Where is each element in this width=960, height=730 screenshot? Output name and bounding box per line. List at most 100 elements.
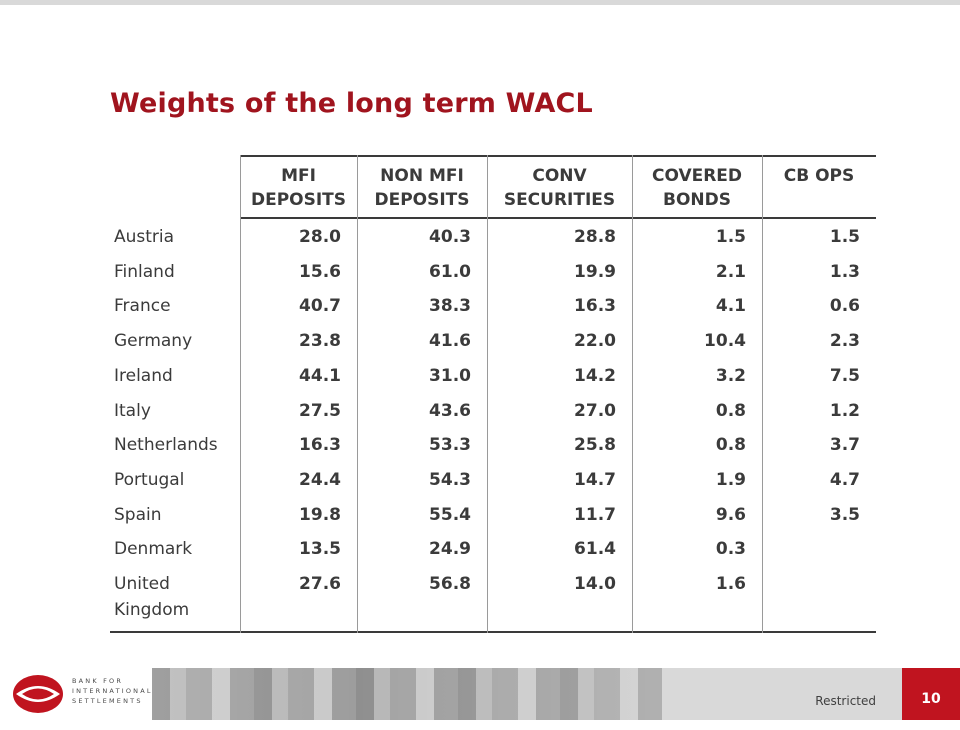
header-line: CONV: [532, 166, 587, 186]
table-row: Portugal 24.4 54.3 14.7 1.9 4.7: [110, 467, 876, 497]
value-cell: 27.5: [299, 400, 341, 421]
value-cell: 2.3: [829, 331, 860, 352]
country-line: Ireland: [114, 365, 173, 386]
value-cell: 56.8: [429, 574, 471, 594]
value-cell: 1.5: [715, 227, 746, 247]
table-row: Austria 28.0 40.3 28.8 1.5 1.5: [110, 224, 876, 254]
header-covered-bonds: COVERED BONDS: [632, 164, 762, 212]
top-bar: [0, 0, 960, 5]
value-cell: 13.5: [299, 539, 341, 560]
logo-line: BANK FOR: [72, 677, 124, 685]
country-line: Italy: [114, 400, 151, 421]
value-cell: 15.6: [299, 261, 341, 282]
value-cell: 9.6: [715, 504, 746, 525]
column-divider: [632, 155, 633, 633]
country-label: Ireland: [114, 363, 173, 389]
country-line: Portugal: [114, 469, 185, 490]
value-cell: 31.0: [429, 365, 471, 386]
value-cell: 28.8: [574, 227, 616, 247]
slide-title: Weights of the long term WACL: [110, 88, 593, 119]
bis-logo-icon: [13, 675, 63, 713]
table-row: Germany 23.8 41.6 22.0 10.4 2.3: [110, 328, 876, 358]
country-label: Italy: [114, 398, 151, 424]
table-row: Italy 27.5 43.6 27.0 0.8 1.2: [110, 398, 876, 428]
value-cell: 24.4: [299, 469, 341, 490]
country-label: France: [114, 293, 171, 319]
header-conv-securities: CONV SECURITIES: [487, 164, 632, 212]
value-cell: 16.3: [574, 296, 616, 317]
header-cb-ops: CB OPS: [762, 164, 876, 188]
table-row: Netherlands 16.3 53.3 25.8 0.8 3.7: [110, 432, 876, 462]
footer: BANK FOR INTERNATIONAL SETTLEMENTS Restr…: [0, 668, 960, 720]
value-cell: 11.7: [574, 504, 616, 525]
header-line: MFI: [281, 166, 316, 186]
value-cell: 27.6: [299, 574, 341, 594]
value-cell: 0.8: [715, 435, 746, 456]
header-line: CB OPS: [783, 166, 855, 186]
header-line: SECURITIES: [503, 190, 616, 210]
table-top-rule: [240, 155, 876, 157]
table-row: Spain 19.8 55.4 11.7 9.6 3.5: [110, 502, 876, 532]
value-cell: 41.6: [429, 331, 471, 352]
value-cell: 53.3: [429, 435, 471, 456]
value-cell: 61.0: [429, 261, 471, 282]
footer-photo-strip: [152, 668, 662, 720]
logo-line: INTERNATIONAL: [72, 687, 153, 695]
value-cell: 22.0: [574, 331, 616, 352]
country-line: Denmark: [114, 539, 193, 560]
country-line: Kingdom: [114, 600, 190, 620]
country-label: Germany: [114, 328, 192, 354]
value-cell: 38.3: [429, 296, 471, 317]
country-label: Portugal: [114, 467, 184, 493]
value-cell: 14.7: [574, 469, 616, 490]
value-cell: 40.3: [429, 227, 471, 247]
country-label: Finland: [114, 259, 175, 285]
bis-logo: BANK FOR INTERNATIONAL SETTLEMENTS: [0, 668, 152, 720]
value-cell: 61.4: [574, 539, 616, 560]
value-cell: 10.4: [704, 331, 746, 352]
table-row: United Kingdom 27.6 56.8 14.0 1.6: [110, 571, 876, 620]
country-label: Denmark: [114, 536, 192, 562]
table-row: Ireland 44.1 31.0 14.2 3.2 7.5: [110, 363, 876, 393]
value-cell: 44.1: [299, 365, 341, 386]
value-cell: 14.0: [574, 574, 616, 594]
column-divider: [357, 155, 358, 633]
value-cell: 1.3: [829, 261, 860, 282]
country-line: Spain: [114, 504, 162, 525]
page-number: 10: [902, 668, 960, 720]
table-row: Finland 15.6 61.0 19.9 2.1 1.3: [110, 259, 876, 289]
country-line: Germany: [114, 331, 193, 352]
value-cell: 54.3: [429, 469, 471, 490]
table-header-rule: [240, 217, 876, 219]
value-cell: 2.1: [715, 261, 746, 282]
value-cell: 3.7: [829, 435, 860, 456]
value-cell: 19.9: [574, 261, 616, 282]
value-cell: 0.6: [829, 296, 860, 317]
value-cell: 19.8: [299, 504, 341, 525]
country-label: Spain: [114, 502, 162, 528]
header-line: NON MFI: [380, 166, 464, 186]
logo-line: SETTLEMENTS: [72, 697, 143, 705]
value-cell: 4.7: [829, 469, 860, 490]
header-line: BONDS: [663, 190, 731, 210]
value-cell: 7.5: [829, 365, 860, 386]
country-line: United: [114, 574, 170, 594]
country-line: France: [114, 296, 171, 317]
bis-logo-wordmark: BANK FOR INTERNATIONAL SETTLEMENTS: [72, 676, 153, 706]
value-cell: 4.1: [715, 296, 746, 317]
value-cell: 3.5: [829, 504, 860, 525]
value-cell: 23.8: [299, 331, 341, 352]
value-cell: 55.4: [429, 504, 471, 525]
header-line: COVERED: [651, 166, 743, 186]
country-label: Austria: [114, 224, 174, 250]
table-bottom-rule: [110, 631, 876, 633]
value-cell: 1.6: [715, 574, 746, 594]
country-line: Austria: [114, 227, 175, 247]
value-cell: 27.0: [574, 400, 616, 421]
country-line: Netherlands: [114, 435, 218, 456]
column-divider: [487, 155, 488, 633]
value-cell: 1.5: [829, 227, 860, 247]
value-cell: 0.3: [715, 539, 746, 560]
value-cell: 16.3: [299, 435, 341, 456]
column-divider: [240, 155, 241, 633]
